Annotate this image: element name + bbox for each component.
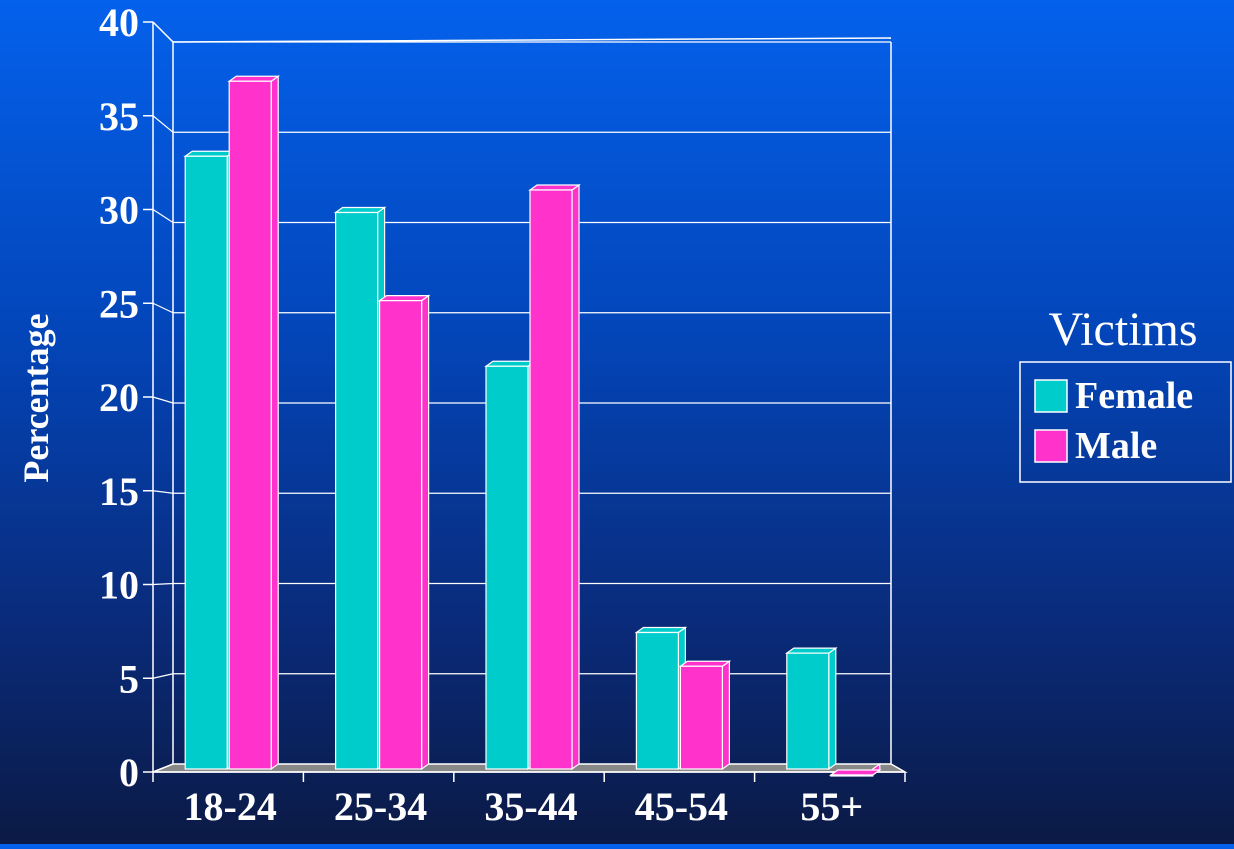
y-tick-label: 0 — [119, 750, 139, 795]
legend-swatch-female — [1034, 379, 1068, 413]
gridline-side — [152, 582, 174, 586]
legend-label-male: Male — [1075, 425, 1157, 467]
bar-front — [228, 80, 272, 770]
y-tick-label: 25 — [99, 281, 139, 326]
bar-front — [529, 189, 573, 770]
bar-male-35-44 — [528, 183, 581, 771]
bar-side — [721, 660, 731, 771]
bar-female-18-24 — [183, 150, 237, 771]
bar-top — [828, 769, 882, 776]
y-tick-label: 10 — [99, 563, 139, 608]
legend: Victims Female Male — [1019, 303, 1232, 483]
bar-female-25-34 — [333, 206, 387, 771]
bar-top — [678, 660, 732, 667]
legend-swatch-male — [1034, 429, 1068, 463]
bar-top — [377, 295, 431, 302]
y-tick-label: 15 — [99, 469, 139, 514]
bar-side — [421, 294, 430, 771]
bar-front — [635, 631, 680, 770]
bar-male-18-24 — [227, 75, 281, 771]
y-tick-label: 40 — [99, 0, 139, 45]
y-tick-label: 35 — [99, 94, 139, 139]
bar-front — [335, 211, 379, 770]
gridline-side — [152, 208, 174, 224]
bar-front — [786, 652, 830, 770]
bar-top — [528, 184, 581, 191]
bar-male-55+ — [828, 762, 882, 777]
x-tick-label: 25-34 — [334, 784, 427, 829]
gridline-side — [152, 763, 174, 773]
gridline-side — [152, 490, 174, 494]
bar-female-55+ — [784, 646, 838, 771]
legend-title: Victims — [1048, 303, 1197, 356]
bar-top — [183, 150, 237, 157]
bar-side — [571, 183, 580, 771]
x-tick-label: 55+ — [800, 784, 863, 829]
gridline-side — [152, 115, 174, 133]
y-tick-label: 20 — [99, 375, 139, 420]
bar-front — [830, 774, 874, 777]
labels: 0 5 10 15 20 25 30 35 40 18-24 25-34 35-44 45-54 55+ P… — [16, 0, 863, 829]
bar-top — [484, 360, 537, 367]
bar-male-45-54 — [678, 660, 732, 771]
bars — [183, 75, 882, 777]
legend-box — [1019, 361, 1232, 483]
bar-top — [784, 647, 838, 654]
bar-top — [227, 75, 281, 82]
bar-front — [184, 155, 228, 770]
bar-female-45-54 — [634, 626, 688, 771]
bar-top — [333, 206, 387, 214]
bar-male-25-34 — [377, 294, 431, 771]
bar-female-35-44 — [484, 360, 537, 771]
back-wall-top-edge — [172, 37, 892, 43]
x-tick-label: 35-44 — [484, 784, 577, 829]
bar-side — [828, 646, 837, 771]
y-tick-label: 5 — [119, 656, 139, 701]
x-tick-label: 18-24 — [184, 784, 277, 829]
y-axis-top-edge — [152, 21, 174, 43]
y-tick-label: 30 — [99, 188, 139, 233]
bar-front — [379, 300, 423, 770]
gridline-side — [152, 302, 174, 314]
gridline-side — [152, 673, 174, 679]
bar-front — [485, 365, 529, 770]
bar-side — [270, 75, 279, 771]
x-tick-label: 45-54 — [635, 784, 728, 829]
bar-top — [634, 626, 688, 634]
bar-front — [679, 665, 724, 770]
gridline-side — [152, 396, 174, 404]
legend-label-female: Female — [1075, 375, 1193, 417]
y-axis-title: Percentage — [16, 313, 56, 482]
axes — [143, 21, 906, 782]
